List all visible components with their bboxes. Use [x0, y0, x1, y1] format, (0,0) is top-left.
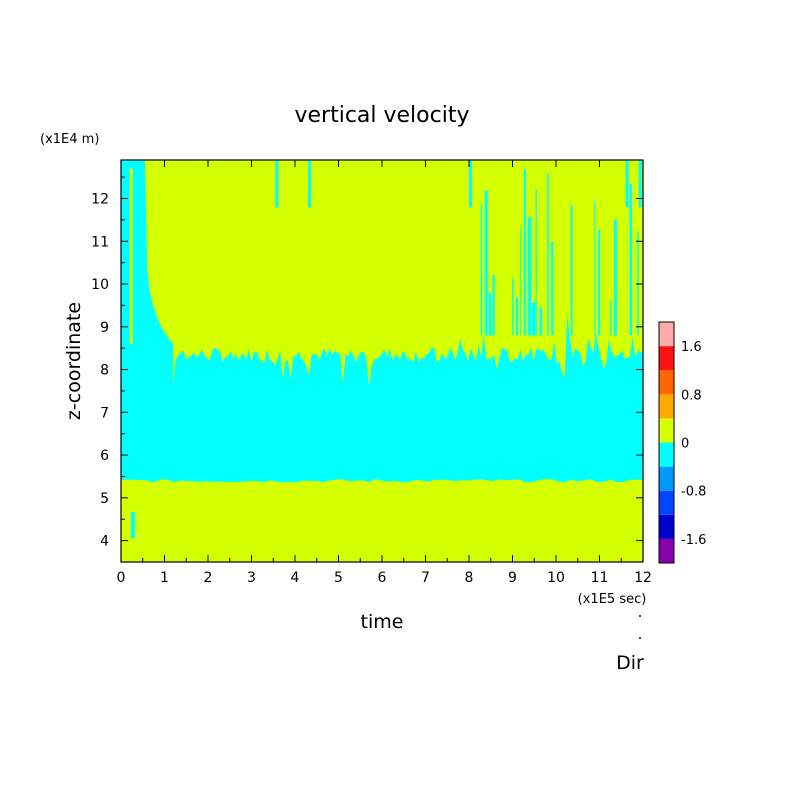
negative-streak: [638, 160, 642, 208]
chart-title: vertical velocity: [294, 103, 469, 128]
x-tick-label: 4: [291, 570, 300, 586]
y-tick-label: 4: [100, 534, 109, 550]
x-tick-label: 11: [591, 570, 609, 586]
y-tick-label: 8: [100, 363, 109, 379]
colorbar-frame: [658, 321, 675, 564]
colorbar-tick-label: -0.8: [681, 485, 706, 500]
x-tick-label: 10: [547, 570, 565, 586]
colorbar: 1.6 0.8 0 -0.8 -1.6: [658, 321, 706, 564]
colorbar-swatch: [659, 538, 674, 563]
y-tick-label: 9: [100, 320, 109, 336]
positive-sliver: [129, 168, 133, 344]
x-tick-label: 1: [160, 570, 169, 586]
negative-streak: [516, 296, 519, 336]
colorbar-swatch: [659, 466, 674, 491]
negative-streak: [469, 160, 472, 208]
y-axis-label: z-coordinate: [63, 302, 85, 420]
colorbar-swatch: [659, 418, 674, 443]
colorbar-tick-label: 0: [681, 437, 689, 452]
x-tick-label: 9: [508, 570, 517, 586]
negative-streak: [570, 204, 573, 336]
colorbar-swatch: [659, 514, 674, 539]
x-axis: 0 1 2 3 4 5 6 7 8 9 10 11 12: [117, 160, 652, 586]
negative-velocity-layer: [121, 314, 643, 483]
x-tick-label: 2: [204, 570, 213, 586]
colorbar-tick-label: 1.6: [681, 340, 702, 355]
negative-streak: [519, 228, 521, 336]
x-tick-label: 8: [465, 570, 474, 586]
colorbar-tick-label: -1.6: [681, 533, 706, 548]
colorbar-swatch: [659, 322, 674, 347]
y-tick-label: 11: [91, 234, 109, 250]
negative-streak: [598, 230, 601, 336]
early-negative-column: [121, 160, 174, 413]
negative-streak: [531, 302, 536, 336]
negative-streak: [609, 300, 612, 336]
negative-streak: [492, 275, 495, 336]
x-tick-label: 5: [334, 570, 343, 586]
y-tick-label: 10: [91, 277, 109, 293]
negative-streak: [613, 219, 617, 336]
colorbar-swatch: [659, 394, 674, 419]
y-unit-label: (x1E4 m): [40, 132, 99, 147]
small-negative-spot: [131, 512, 135, 538]
colorbar-swatch: [659, 346, 674, 371]
negative-streak: [308, 160, 312, 208]
colorbar-swatch: [659, 370, 674, 395]
negative-streak: [512, 277, 514, 336]
negative-streak: [275, 160, 279, 208]
dir-marker-dot: [639, 637, 641, 639]
negative-streak: [594, 200, 596, 336]
negative-streak: [527, 217, 532, 336]
negative-streak: [551, 241, 554, 336]
negative-streak: [625, 160, 629, 208]
negative-streak: [480, 204, 483, 336]
x-tick-label: 3: [247, 570, 256, 586]
y-tick-label: 7: [100, 405, 109, 421]
dir-marker-dot: [639, 615, 641, 617]
x-tick-label: 7: [421, 570, 430, 586]
x-unit-label: (x1E5 sec): [578, 592, 647, 607]
x-tick-label: 12: [634, 570, 652, 586]
plot-area: [121, 160, 643, 562]
negative-streak: [539, 307, 543, 336]
x-tick-label: 6: [378, 570, 387, 586]
negative-streak: [547, 173, 549, 336]
negative-streak: [629, 183, 632, 336]
negative-streak: [488, 292, 492, 336]
colorbar-swatch: [659, 490, 674, 515]
negative-streak: [523, 169, 526, 336]
colorbar-tick-label: 0.8: [681, 388, 702, 403]
dir-label: Dir: [616, 652, 644, 674]
colorbar-swatch: [659, 442, 674, 467]
negative-streak: [535, 189, 537, 336]
y-tick-label: 6: [100, 448, 109, 464]
x-axis-label: time: [361, 611, 404, 633]
y-tick-label: 5: [100, 491, 109, 507]
negative-streak: [484, 190, 488, 336]
y-axis: 4 5 6 7 8 9 10 11 12: [91, 176, 643, 563]
y-tick-label: 12: [91, 191, 109, 207]
x-tick-label: 0: [117, 570, 126, 586]
